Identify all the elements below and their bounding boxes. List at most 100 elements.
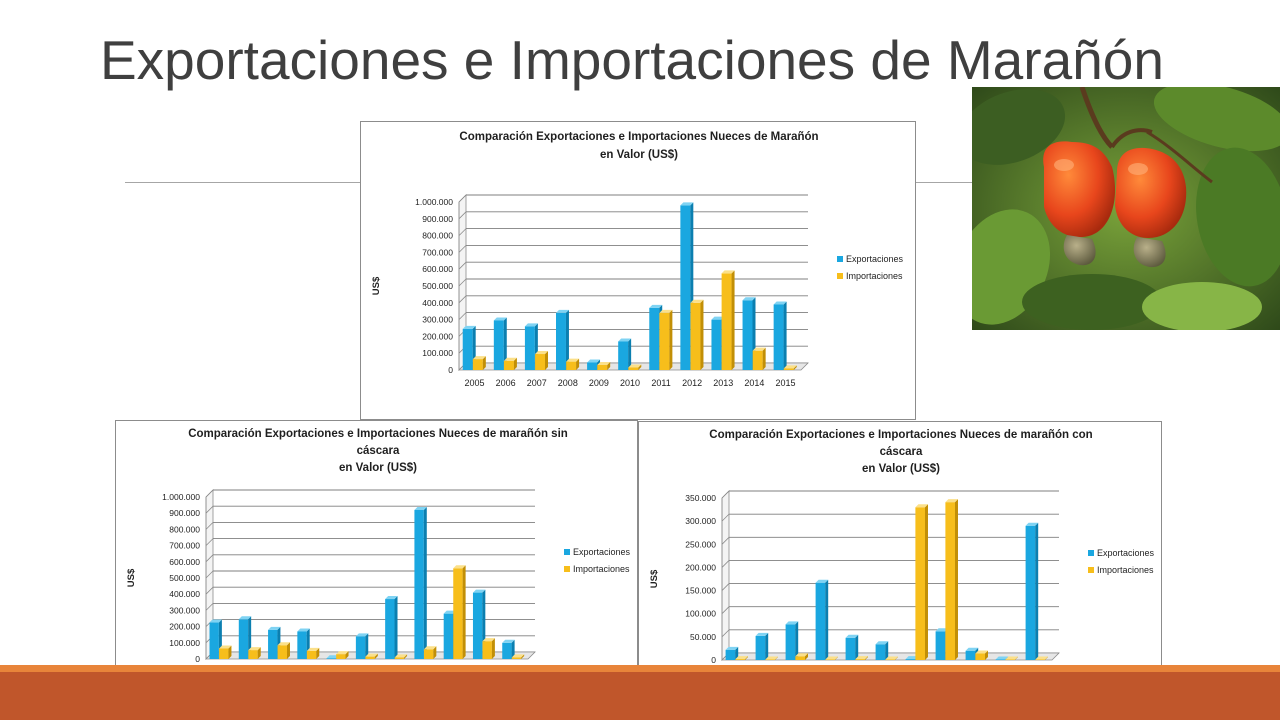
bar-face bbox=[414, 509, 424, 659]
footer-band-dark bbox=[0, 672, 1280, 720]
bar-importaciones bbox=[885, 656, 898, 661]
y-tick-label: 600.000 bbox=[422, 264, 453, 274]
bar-face bbox=[783, 368, 794, 370]
bar-top bbox=[268, 626, 281, 630]
bar-face bbox=[721, 273, 732, 370]
bar-side bbox=[316, 647, 320, 659]
legend-label-exportaciones: Exportaciones bbox=[1097, 548, 1155, 558]
chart-panel-con-cascara: Comparación Exportaciones e Importacione… bbox=[638, 421, 1162, 706]
gridline-diag bbox=[458, 245, 467, 253]
bar-top bbox=[394, 654, 408, 658]
bar-face bbox=[965, 650, 976, 660]
bar-top bbox=[1035, 656, 1048, 660]
bar-face bbox=[503, 360, 514, 370]
x-tick-label: 2008 bbox=[558, 378, 578, 388]
bar-importaciones bbox=[783, 365, 797, 370]
bar-side bbox=[783, 301, 787, 370]
y-tick-label: 400.000 bbox=[169, 589, 200, 599]
gridline-diag bbox=[458, 261, 467, 270]
y-tick-label: 800.000 bbox=[422, 231, 453, 241]
bar-face bbox=[248, 650, 258, 659]
bar-top bbox=[945, 499, 958, 503]
bar-importaciones bbox=[566, 358, 580, 370]
bar-top bbox=[443, 610, 457, 614]
bar-importaciones bbox=[482, 638, 495, 659]
bar-top bbox=[414, 506, 427, 510]
gridline-diag bbox=[205, 570, 214, 579]
bar-top bbox=[503, 357, 517, 361]
bar-side bbox=[491, 638, 495, 659]
bar-side bbox=[404, 654, 408, 659]
y-tick-label: 400.000 bbox=[422, 298, 453, 308]
bar-importaciones bbox=[975, 650, 988, 660]
gridline-diag bbox=[721, 560, 730, 568]
bar-top bbox=[524, 323, 538, 327]
x-tick-label: 2010 bbox=[620, 378, 640, 388]
bar-face bbox=[735, 659, 745, 660]
bar-side bbox=[374, 653, 378, 659]
bar-top bbox=[752, 347, 766, 351]
chart-title-line: cáscara bbox=[880, 446, 923, 458]
bar-side bbox=[257, 647, 261, 659]
bar-top bbox=[556, 309, 569, 313]
bar-top bbox=[915, 504, 928, 508]
bar-face bbox=[815, 582, 826, 660]
bar-top bbox=[453, 565, 466, 569]
bar-top bbox=[462, 325, 476, 329]
bar-face bbox=[355, 636, 366, 659]
bar-face bbox=[628, 367, 639, 370]
bar-importaciones bbox=[511, 654, 525, 659]
footer-band-light bbox=[0, 665, 1280, 672]
bar-top bbox=[238, 616, 252, 620]
y-tick-label: 50.000 bbox=[690, 632, 716, 642]
bar-side bbox=[669, 309, 673, 370]
bar-face bbox=[297, 631, 307, 659]
gridline-diag bbox=[205, 586, 214, 595]
bar-side bbox=[894, 656, 898, 660]
gridline-diag bbox=[721, 629, 730, 638]
bar-face bbox=[365, 656, 375, 659]
bar-side bbox=[834, 656, 838, 660]
bar-importaciones bbox=[825, 656, 838, 661]
bar-importaciones bbox=[248, 647, 261, 659]
bar-importaciones bbox=[1035, 656, 1048, 661]
gridline-diag bbox=[458, 194, 467, 203]
bar-importaciones bbox=[535, 351, 549, 370]
x-tick-label: 2012 bbox=[682, 378, 702, 388]
y-tick-label: 100.000 bbox=[422, 348, 453, 358]
y-tick-label: 600.000 bbox=[169, 557, 200, 567]
bar-exportaciones bbox=[755, 632, 769, 660]
legend-swatch-importaciones bbox=[837, 273, 843, 279]
bar-side bbox=[482, 356, 486, 370]
bar-face bbox=[755, 635, 766, 660]
y-tick-label: 150.000 bbox=[685, 586, 716, 596]
bar-top bbox=[935, 628, 949, 632]
bar-top bbox=[209, 619, 222, 623]
bar-face bbox=[795, 656, 805, 660]
bar-top bbox=[690, 299, 704, 303]
bar-face bbox=[975, 653, 985, 660]
bar-side bbox=[513, 357, 517, 370]
y-axis-label: US$ bbox=[371, 276, 382, 295]
bar-importaciones bbox=[721, 270, 735, 370]
bar-face bbox=[945, 502, 955, 660]
bar-top bbox=[721, 270, 735, 274]
bar-side bbox=[1035, 522, 1039, 660]
bar-side bbox=[700, 299, 704, 370]
gridline-diag bbox=[458, 228, 467, 236]
slide-title: Exportaciones e Importaciones de Marañón bbox=[100, 29, 1164, 91]
bar-top bbox=[306, 647, 320, 651]
bar-top bbox=[336, 651, 349, 655]
bar-face bbox=[326, 658, 336, 659]
bar-top bbox=[765, 656, 778, 660]
bar-side bbox=[885, 641, 889, 660]
bar-top bbox=[472, 356, 486, 360]
gridline-diag bbox=[205, 489, 214, 498]
bar-face bbox=[659, 312, 670, 370]
chart-side-wall bbox=[721, 490, 730, 661]
y-tick-label: 900.000 bbox=[422, 214, 453, 224]
y-tick-label: 200.000 bbox=[422, 331, 453, 341]
bar-importaciones bbox=[765, 656, 778, 661]
bar-face bbox=[915, 507, 925, 660]
legend-label-importaciones: Importaciones bbox=[573, 564, 630, 574]
